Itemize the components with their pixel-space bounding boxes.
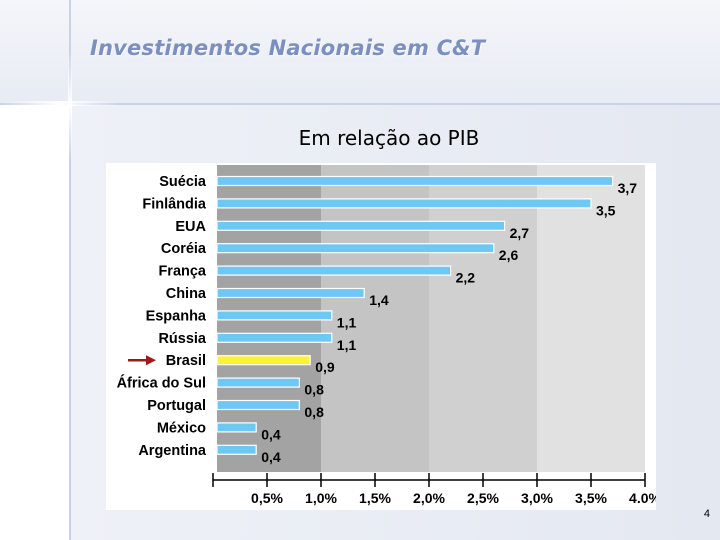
title-band (0, 0, 720, 103)
highlight-arrow-head (146, 355, 156, 366)
category-label-3: EUA (175, 219, 206, 235)
bar-1 (216, 175, 614, 187)
value-label-3: 2,7 (510, 225, 530, 241)
category-label-5: França (158, 264, 206, 280)
value-label-4: 2,6 (499, 247, 519, 263)
decor-horizontal-line (0, 103, 720, 105)
value-label-12: 0,4 (261, 426, 281, 442)
value-label-1: 3,7 (618, 180, 638, 196)
bar-8 (216, 332, 333, 343)
category-label-6: China (166, 286, 207, 302)
bar-chart: Suécia 3,7 Finlândia 3,5 EUA 2,7 Coréia 2,6 Fran… (106, 163, 656, 510)
value-label-11: 0,8 (304, 404, 324, 420)
value-label-13: 0,4 (261, 449, 281, 465)
bar-13 (216, 444, 257, 455)
decor-glow (0, 101, 120, 106)
decor-glow-vertical (68, 50, 72, 160)
category-label-11: Portugal (147, 398, 206, 414)
value-label-7: 1,1 (337, 314, 357, 330)
x-tick-label-6: 3,0% (521, 490, 553, 506)
bar-9 (216, 355, 311, 366)
category-label-10: África do Sul (117, 375, 206, 392)
chart-title: Em relação ao PIB (298, 126, 480, 150)
x-tick-label-4: 2,0% (413, 490, 445, 506)
value-label-9: 0,9 (315, 359, 335, 375)
bar-3 (216, 220, 506, 231)
category-label-8: Rússia (158, 331, 206, 347)
bar-12 (216, 422, 257, 433)
value-label-8: 1,1 (337, 337, 357, 353)
bar-5 (216, 265, 452, 276)
bar-7 (216, 310, 333, 321)
category-label-7: Espanha (146, 308, 207, 324)
category-label-2: Finlândia (142, 196, 207, 212)
x-tick-label-8: 4.0% (629, 490, 656, 506)
bar-4 (216, 243, 495, 254)
x-tick-label-3: 1,5% (359, 490, 391, 506)
page-number: 4 (703, 508, 710, 520)
category-label-4: Coréia (161, 241, 207, 257)
value-label-6: 1,4 (369, 292, 389, 308)
category-label-1: Suécia (159, 174, 207, 190)
decor-vertical-line (69, 0, 71, 540)
x-tick-label-7: 3,5% (575, 490, 607, 506)
x-tick-label-5: 2,5% (467, 490, 499, 506)
value-label-5: 2,2 (456, 270, 476, 286)
plot-band-4 (537, 165, 645, 472)
value-label-2: 3,5 (596, 202, 616, 218)
plot-band-3 (429, 165, 537, 472)
x-tick-label-2: 1,0% (305, 490, 337, 506)
bar-10 (216, 377, 301, 388)
plot-band-2 (321, 165, 429, 472)
category-label-13: Argentina (138, 443, 207, 459)
value-label-10: 0,8 (304, 382, 324, 398)
bar-11 (216, 399, 301, 411)
slide-title: Investimentos Nacionais em C&T (90, 36, 486, 60)
category-label-12: México (157, 420, 206, 436)
category-label-9: Brasil (166, 353, 206, 369)
x-tick-label-1: 0,5% (251, 490, 283, 506)
bar-6 (216, 287, 365, 299)
bar-2 (216, 198, 592, 209)
